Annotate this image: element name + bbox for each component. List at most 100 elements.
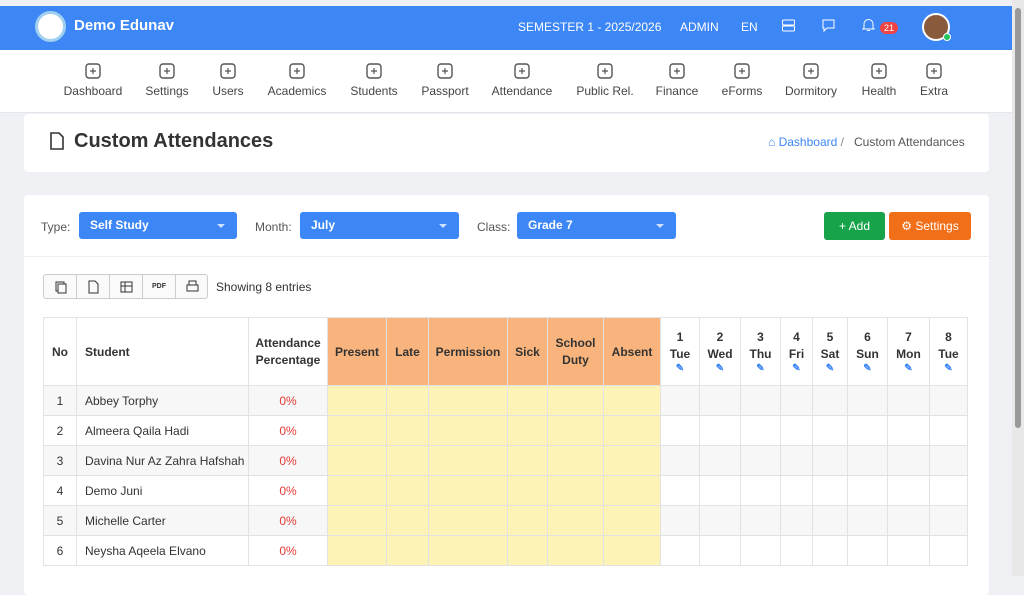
summary-cell[interactable] (603, 535, 661, 566)
day-cell[interactable] (699, 505, 741, 536)
nav-item[interactable]: Health (839, 62, 919, 98)
nav-item[interactable]: Extra (894, 62, 974, 98)
summary-cell[interactable] (603, 415, 661, 446)
day-cell[interactable] (699, 445, 741, 476)
column-header[interactable]: Sick (507, 317, 548, 386)
scrollbar[interactable] (1012, 0, 1024, 576)
day-cell[interactable] (740, 415, 781, 446)
semester[interactable]: SEMESTER 1 - 2025/2026 (518, 20, 662, 34)
print-button[interactable] (176, 275, 209, 299)
day-cell[interactable] (929, 385, 968, 416)
column-header[interactable]: Absent (603, 317, 661, 386)
day-header[interactable]: 4 Fri ✎ (780, 317, 813, 386)
day-cell[interactable] (699, 415, 741, 446)
edit-icon[interactable]: ✎ (675, 362, 685, 374)
copy-button[interactable] (44, 275, 77, 299)
server-icon[interactable] (781, 18, 796, 33)
day-cell[interactable] (660, 505, 700, 536)
settings-button[interactable]: ⚙ Settings (889, 212, 971, 240)
day-cell[interactable] (847, 475, 888, 506)
edit-icon[interactable]: ✎ (944, 362, 953, 374)
summary-cell[interactable] (507, 535, 548, 566)
summary-cell[interactable] (386, 535, 429, 566)
column-header[interactable]: No (43, 317, 77, 386)
summary-cell[interactable] (603, 475, 661, 506)
summary-cell[interactable] (428, 385, 508, 416)
summary-cell[interactable] (603, 445, 661, 476)
day-cell[interactable] (780, 505, 813, 536)
day-header[interactable]: 8 Tue ✎ (929, 317, 968, 386)
day-cell[interactable] (780, 385, 813, 416)
day-cell[interactable] (929, 535, 968, 566)
day-cell[interactable] (780, 415, 813, 446)
notification-badge[interactable]: 21 (880, 22, 899, 34)
day-cell[interactable] (660, 385, 700, 416)
summary-cell[interactable] (547, 505, 604, 536)
edit-icon[interactable]: ✎ (756, 362, 765, 374)
day-cell[interactable] (699, 385, 741, 416)
filter-select[interactable]: Self Study (79, 212, 237, 239)
summary-cell[interactable] (327, 415, 387, 446)
bell-icon[interactable] (861, 17, 876, 33)
nav-item[interactable]: eForms (702, 62, 782, 98)
summary-cell[interactable] (547, 445, 604, 476)
day-cell[interactable] (780, 535, 813, 566)
csv-button[interactable] (77, 275, 110, 299)
day-cell[interactable] (740, 385, 781, 416)
filter-select[interactable]: July (300, 212, 459, 239)
summary-cell[interactable] (327, 385, 387, 416)
summary-cell[interactable] (428, 445, 508, 476)
add-label[interactable]: Add (848, 219, 871, 233)
summary-cell[interactable] (386, 505, 429, 536)
day-cell[interactable] (847, 445, 888, 476)
day-cell[interactable] (660, 445, 700, 476)
edit-icon[interactable]: ✎ (863, 362, 872, 374)
summary-cell[interactable] (547, 415, 604, 446)
nav-item[interactable]: Academics (257, 62, 337, 98)
nav-label[interactable]: Finance (655, 84, 699, 98)
day-cell[interactable] (699, 475, 741, 506)
add-button[interactable]: + Add (824, 212, 885, 240)
avatar[interactable] (922, 13, 951, 41)
nav-label[interactable]: Users (212, 84, 244, 98)
nav-item[interactable]: Settings (127, 62, 207, 98)
summary-cell[interactable] (507, 475, 548, 506)
summary-cell[interactable] (507, 415, 548, 446)
chat-icon[interactable] (821, 18, 836, 33)
summary-cell[interactable] (428, 475, 508, 506)
day-header[interactable]: 7 Mon ✎ (887, 317, 930, 386)
day-cell[interactable] (660, 535, 700, 566)
day-cell[interactable] (740, 505, 781, 536)
day-cell[interactable] (740, 535, 781, 566)
nav-item[interactable]: Students (334, 62, 414, 98)
column-header[interactable]: Student (76, 317, 249, 386)
edit-icon[interactable]: ✎ (715, 362, 725, 374)
summary-cell[interactable] (428, 505, 508, 536)
edit-icon[interactable]: ✎ (825, 362, 835, 374)
summary-cell[interactable] (507, 385, 548, 416)
summary-cell[interactable] (507, 445, 548, 476)
summary-cell[interactable] (327, 535, 387, 566)
nav-label[interactable]: Attendance (491, 84, 553, 98)
summary-cell[interactable] (386, 445, 429, 476)
day-cell[interactable] (847, 415, 888, 446)
column-header[interactable]: Attendance Percentage (248, 317, 328, 386)
logo[interactable] (35, 11, 66, 42)
settings-label[interactable]: Settings (915, 219, 959, 233)
day-cell[interactable] (929, 415, 968, 446)
summary-cell[interactable] (547, 475, 604, 506)
column-header[interactable]: School Duty (547, 317, 604, 386)
day-header[interactable]: 2 Wed ✎ (699, 317, 741, 386)
summary-cell[interactable] (386, 475, 429, 506)
day-cell[interactable] (812, 535, 848, 566)
summary-cell[interactable] (547, 535, 604, 566)
summary-cell[interactable] (327, 475, 387, 506)
day-cell[interactable] (660, 475, 700, 506)
day-cell[interactable] (929, 475, 968, 506)
nav-label[interactable]: Students (350, 84, 398, 98)
day-cell[interactable] (887, 445, 930, 476)
day-header[interactable]: 6 Sun ✎ (847, 317, 888, 386)
day-cell[interactable] (740, 445, 781, 476)
day-cell[interactable] (929, 445, 968, 476)
day-cell[interactable] (847, 505, 888, 536)
